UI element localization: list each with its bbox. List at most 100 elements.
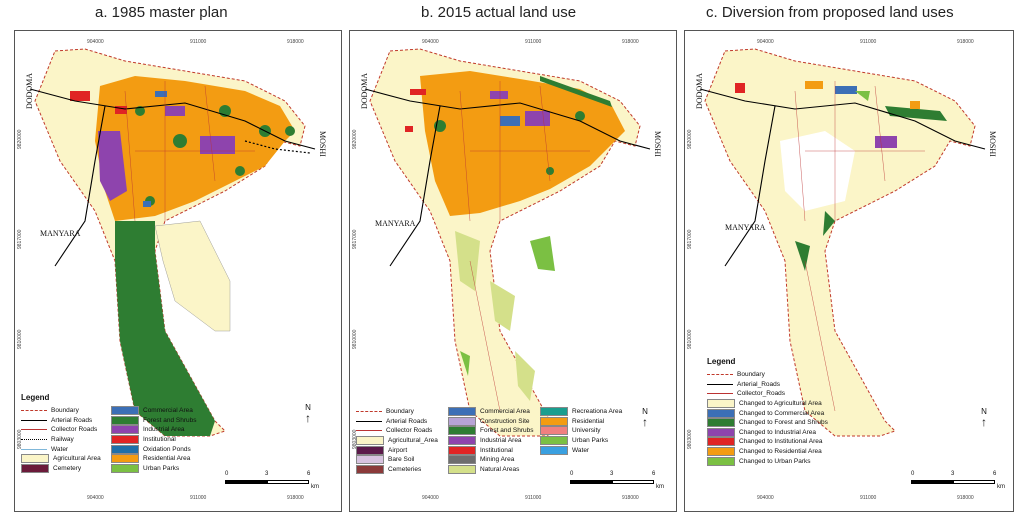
legend-b-col3: Recreationa Area Residential University Urb… xyxy=(540,407,622,474)
map-panel-a: 904000 911000 918000 904000 911000 91800… xyxy=(14,30,342,512)
legend-label: Oxidation Ponds xyxy=(143,445,191,453)
industrial-north xyxy=(490,91,508,99)
legend-line-symbol xyxy=(356,408,382,415)
industrial-north xyxy=(165,106,185,116)
legend-item: Changed to Residential Area xyxy=(707,447,828,457)
place-manyara-c: MANYARA xyxy=(725,223,766,232)
legend-item: Arterial Roads xyxy=(356,417,448,427)
legend-label: Collector_Roads xyxy=(737,390,786,398)
place-moshi-c: MOSHI xyxy=(988,131,997,157)
legend-swatch xyxy=(707,408,735,418)
legend-swatch xyxy=(707,447,735,457)
legend-swatch xyxy=(448,426,476,436)
legend-item: Forest and Shrubs xyxy=(448,426,540,436)
scale-a-3: 3 xyxy=(265,471,269,477)
legend-item: Boundary xyxy=(21,406,111,416)
institutional-1 xyxy=(405,126,413,132)
legend-label: Bare Soil xyxy=(388,456,415,464)
legend-line-symbol xyxy=(21,436,47,443)
legend-item: Changed to Urban Parks xyxy=(707,456,828,466)
tick-bot-b-3: 918000 xyxy=(622,495,639,501)
legend-swatch xyxy=(356,445,384,455)
legend-item: Changed to Commercial Area xyxy=(707,408,828,418)
legend-swatch xyxy=(356,464,384,474)
legend-line-symbol xyxy=(21,446,47,453)
residential-core xyxy=(420,71,625,216)
collector-roads xyxy=(459,81,590,412)
legend-label: Airport xyxy=(388,446,408,454)
legend-swatch xyxy=(448,436,476,446)
scale-a: 0 3 6 km xyxy=(225,471,320,495)
legend-item: Collector Roads xyxy=(21,425,111,435)
tick-top-b-1: 904000 xyxy=(422,39,439,45)
forest-1 xyxy=(173,134,187,148)
forest-5 xyxy=(285,126,295,136)
commercial-change xyxy=(835,86,857,94)
legend-swatch xyxy=(356,436,384,446)
place-moshi-b: MOSHI xyxy=(653,131,662,157)
legend-item: Railway xyxy=(21,435,111,445)
legend-swatch xyxy=(448,407,476,417)
legend-item: Boundary xyxy=(356,407,448,417)
legend-swatch xyxy=(707,399,735,409)
natural-scatter xyxy=(455,231,535,401)
tick-bot-c-3: 918000 xyxy=(957,495,974,501)
legend-item: Airport xyxy=(356,445,448,455)
scale-b-bar2 xyxy=(612,480,654,484)
tick-top-c-1: 904000 xyxy=(757,39,774,45)
legend-item: Changed to Agricultural Area xyxy=(707,399,828,409)
residential-core xyxy=(95,76,295,221)
institutional-2 xyxy=(115,106,127,114)
legend-label: Changed to Institutional Area xyxy=(739,438,823,446)
legend-label: Natural Areas xyxy=(480,465,520,473)
north-arrow-c: N ↑ xyxy=(981,407,987,428)
legend-item: Institutional xyxy=(448,445,540,455)
north-arrow-icon: ↑ xyxy=(305,411,311,425)
scale-b-6: 6 xyxy=(652,471,656,477)
scale-c-bar xyxy=(911,480,953,484)
place-manyara-b: MANYARA xyxy=(375,219,416,228)
legend-item: Arterial Roads xyxy=(21,416,111,426)
legend-line-symbol xyxy=(707,371,733,378)
scale-b-bar xyxy=(570,480,612,484)
legend-label: Residential Area xyxy=(143,455,191,463)
legend-item: Oxidation Ponds xyxy=(111,444,196,454)
arterial-roads xyxy=(29,88,316,267)
legend-line-symbol xyxy=(21,407,47,414)
north-arrow-a: N ↑ xyxy=(305,403,311,424)
legend-label: Commercial Area xyxy=(480,408,530,416)
tick-side-b-3: 9810000 xyxy=(352,329,358,349)
legend-line-symbol xyxy=(21,426,47,433)
scale-c-unit: km xyxy=(997,484,1005,490)
tick-side-a-3: 9810000 xyxy=(17,329,23,349)
legend-label: Collector Roads xyxy=(51,426,98,434)
arterial-roads xyxy=(364,88,651,267)
legend-swatch xyxy=(111,415,139,425)
map-b-canvas xyxy=(364,48,651,437)
legend-item: Boundary xyxy=(707,370,828,380)
legend-item: Natural Areas xyxy=(448,464,540,475)
legend-swatch xyxy=(540,426,568,436)
legend-label: Boundary xyxy=(737,371,765,379)
legend-label: Institutional xyxy=(480,446,513,454)
legend-swatch xyxy=(111,463,139,473)
legend-item: Commercial Area xyxy=(111,406,196,416)
tick-bot-b-1: 904000 xyxy=(422,495,439,501)
legend-label: Agricultural_Area xyxy=(388,437,438,445)
forest-south xyxy=(115,221,215,436)
legend-swatch xyxy=(21,463,49,473)
title-c: c. Diversion from proposed land uses xyxy=(706,4,954,21)
legend-line-symbol xyxy=(21,417,47,424)
legend-swatch xyxy=(21,454,49,464)
legend-label: Arterial Roads xyxy=(51,416,93,424)
legend-label: Mining Area xyxy=(480,456,515,464)
legend-label: Arterial_Roads xyxy=(737,380,780,388)
legend-item: Agricultural Area xyxy=(21,454,111,464)
legend-label: Cemeteries xyxy=(388,465,422,473)
legend-swatch xyxy=(540,416,568,426)
legend-item: Commercial Area xyxy=(448,407,540,417)
legend-item: Recreationa Area xyxy=(540,407,622,417)
legend-label: Changed to Urban Parks xyxy=(739,457,811,465)
agri-east xyxy=(154,220,231,332)
tick-bot-a-3: 918000 xyxy=(287,495,304,501)
